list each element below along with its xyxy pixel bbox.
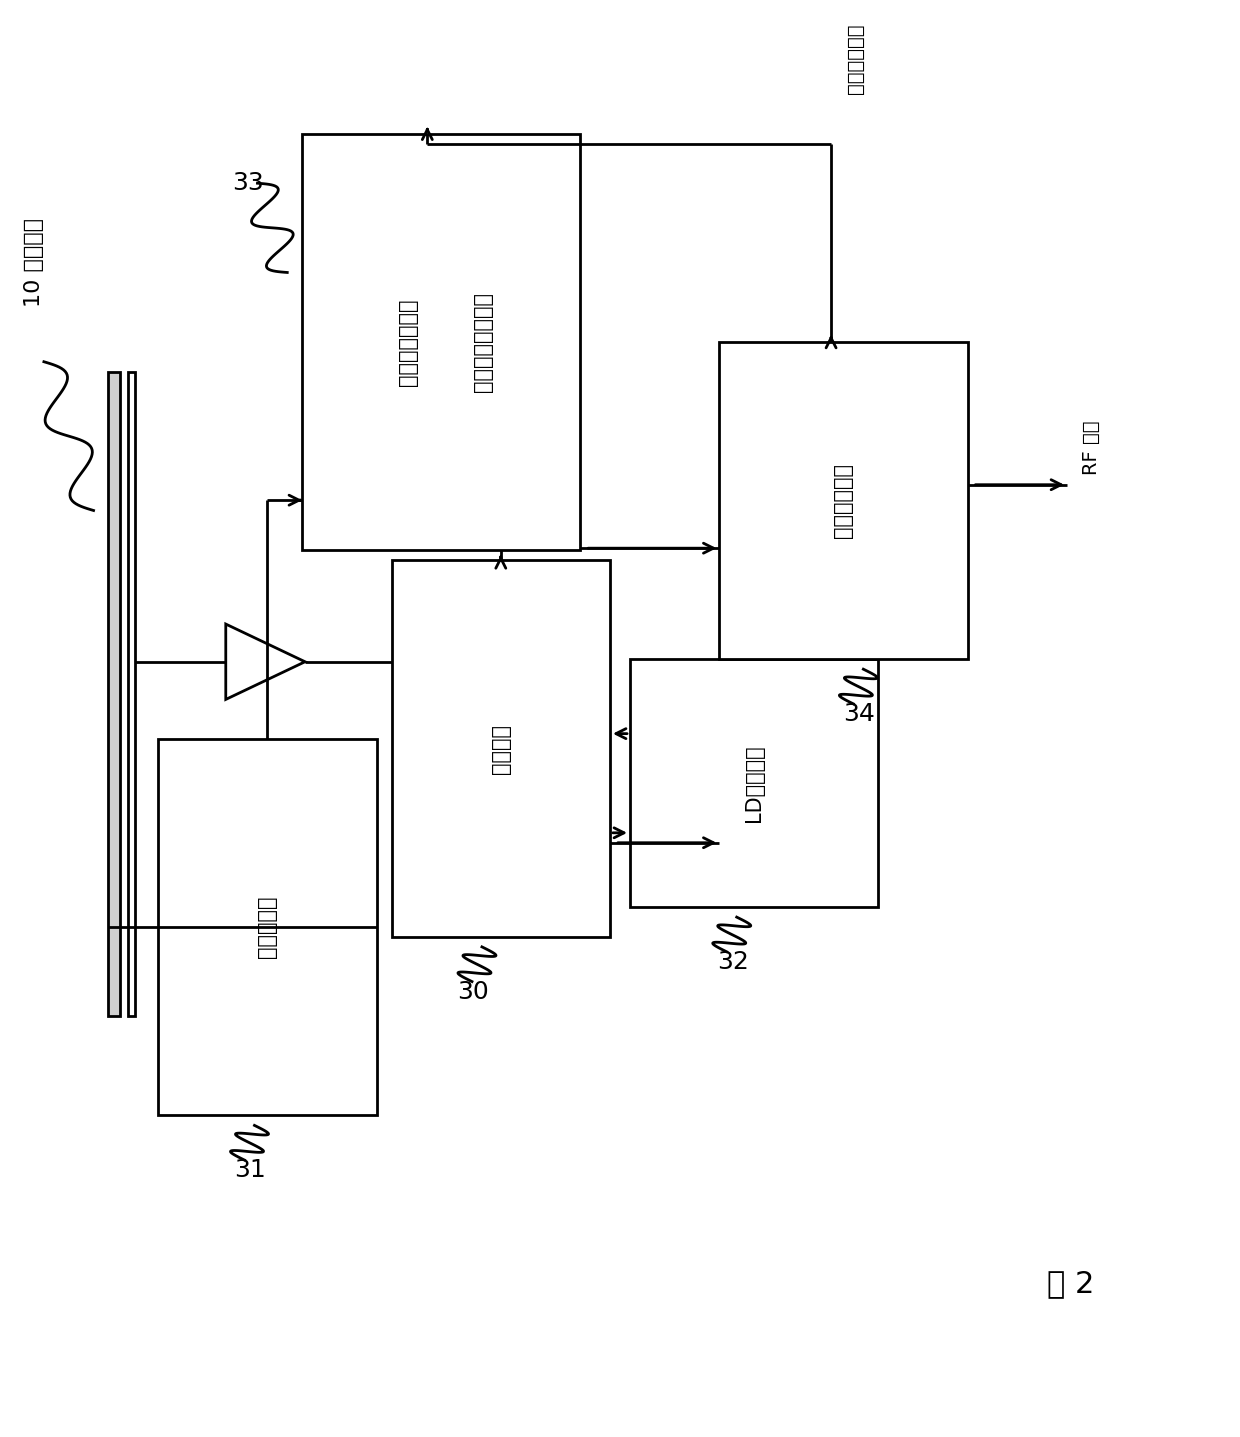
Text: 32: 32 — [717, 950, 749, 974]
Text: 图 2: 图 2 — [1047, 1269, 1095, 1299]
Text: 以及球面像差电路: 以及球面像差电路 — [472, 292, 494, 392]
Text: RF 信号: RF 信号 — [1081, 420, 1101, 474]
Text: 34: 34 — [843, 701, 875, 726]
Bar — [630, 660, 878, 907]
Text: 光拾取器: 光拾取器 — [491, 723, 511, 773]
Text: 信号处理电路: 信号处理电路 — [833, 463, 853, 537]
Text: 30: 30 — [458, 980, 489, 1003]
Bar — [719, 342, 967, 660]
Bar — [303, 134, 580, 550]
Bar — [128, 372, 135, 1016]
Text: 10 检查用盘: 10 检查用盘 — [24, 218, 43, 308]
Text: 主轴电动机: 主轴电动机 — [258, 895, 278, 958]
Text: 伺服误差信号: 伺服误差信号 — [846, 23, 866, 93]
Text: LD驱动电路: LD驱动电路 — [744, 744, 764, 822]
Text: 31: 31 — [234, 1158, 267, 1183]
Text: 33: 33 — [233, 171, 264, 195]
Bar — [108, 372, 120, 1016]
Text: 驱动器控制电路: 驱动器控制电路 — [398, 297, 418, 385]
Bar — [392, 560, 610, 937]
Bar — [159, 739, 377, 1115]
